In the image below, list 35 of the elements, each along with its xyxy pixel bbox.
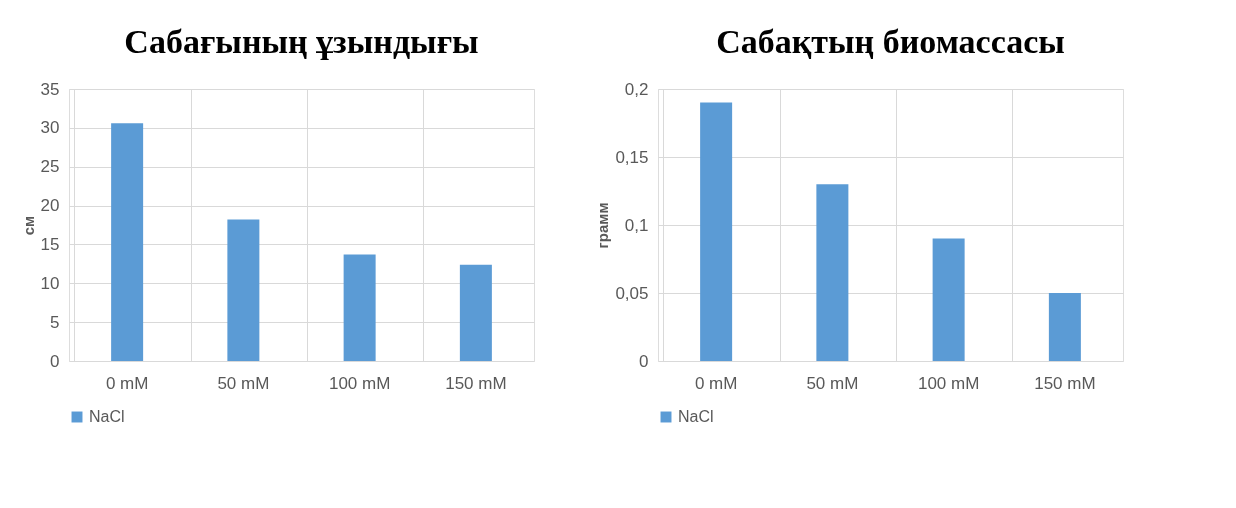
y-tick-label: 30 xyxy=(40,118,60,138)
bar xyxy=(1048,293,1081,361)
y-tick-label: 25 xyxy=(40,157,60,177)
bar xyxy=(459,264,492,361)
y-axis-title: грамм xyxy=(594,202,612,249)
y-tick-label: 0,1 xyxy=(624,215,649,235)
legend-label: NaCl xyxy=(89,408,125,425)
y-tick-label: 5 xyxy=(50,312,60,332)
x-tick-label: 50 mM xyxy=(806,373,859,393)
chart-title: Сабақтың биомассасы xyxy=(716,23,1065,60)
y-tick-label: 10 xyxy=(40,273,60,293)
y-tick-label: 0,15 xyxy=(615,147,649,167)
bar xyxy=(343,254,376,361)
chart-title: Сабағының ұзындығы xyxy=(124,23,479,60)
y-tick-label: 0 xyxy=(50,351,60,371)
bar xyxy=(932,238,965,361)
x-tick-label: 150 mM xyxy=(445,373,507,393)
bar xyxy=(816,184,849,361)
bar xyxy=(700,102,733,361)
y-tick-label: 20 xyxy=(40,196,60,216)
y-tick-label: 0,2 xyxy=(624,79,649,99)
y-tick-label: 35 xyxy=(40,79,60,99)
x-tick-label: 0 mM xyxy=(105,373,149,393)
y-axis-title: см xyxy=(19,215,37,236)
bar xyxy=(227,219,260,361)
y-tick-label: 15 xyxy=(40,234,60,254)
legend-label: NaCl xyxy=(678,408,714,425)
x-tick-label: 100 mM xyxy=(328,373,391,393)
y-tick-label: 0 xyxy=(639,351,649,371)
x-tick-label: 150 mM xyxy=(1034,373,1096,393)
x-tick-label: 50 mM xyxy=(217,373,270,393)
y-tick-label: 0,05 xyxy=(615,283,649,303)
x-tick-label: 100 mM xyxy=(917,373,980,393)
x-tick-label: 0 mM xyxy=(694,373,738,393)
bar xyxy=(111,123,144,361)
